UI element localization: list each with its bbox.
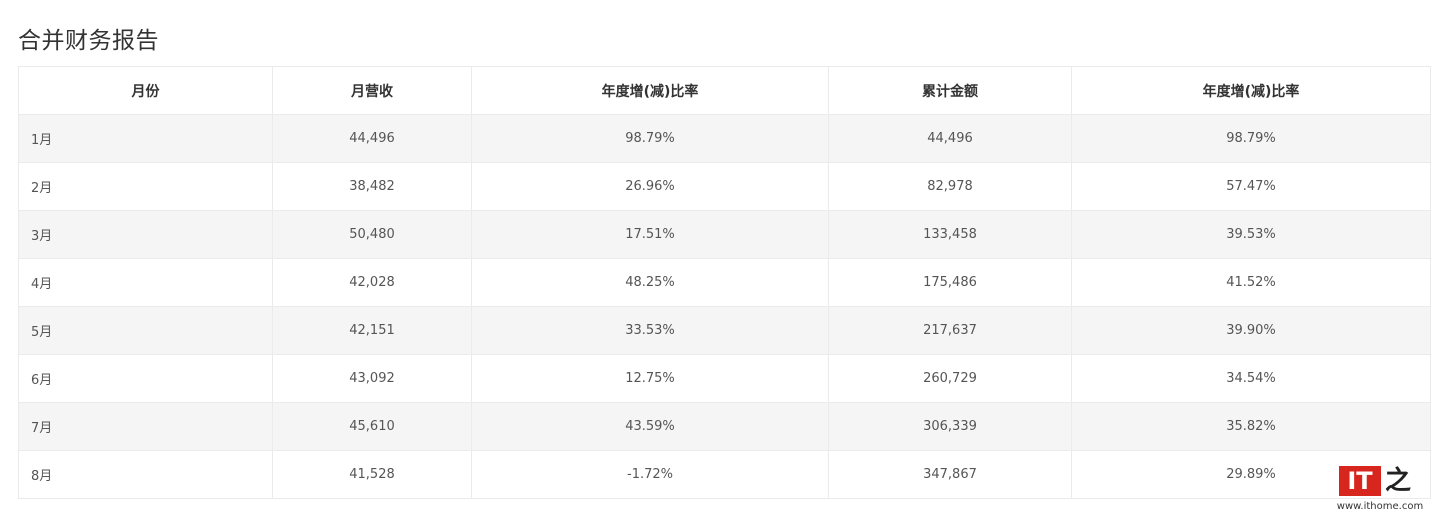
ithome-logo-char: 之: [1385, 466, 1412, 496]
cumulative-yoy-change-rate-cell: 35.82%: [1071, 402, 1431, 451]
table-row: 5月 42,151 33.53% 217,637 39.90%: [18, 306, 1431, 355]
cumulative-yoy-change-rate-cell: 34.54%: [1071, 354, 1431, 403]
monthly-revenue-cell: 41,528: [272, 450, 472, 499]
monthly-revenue-cell: 50,480: [272, 210, 472, 259]
table-row: 4月 42,028 48.25% 175,486 41.52%: [18, 258, 1431, 307]
month-cell: 1月: [18, 114, 273, 163]
month-cell: 2月: [18, 162, 273, 211]
yoy-change-rate-cell: 33.53%: [471, 306, 829, 355]
financial-report-table: 月份 月营收 年度增(减)比率 累计金额 年度增(减)比率 1月 44,496 …: [18, 66, 1431, 499]
header-yoy-change-rate: 年度增(减)比率: [471, 66, 829, 115]
month-cell: 7月: [18, 402, 273, 451]
table-header-row: 月份 月营收 年度增(减)比率 累计金额 年度增(减)比率: [18, 66, 1431, 115]
cumulative-amount-cell: 260,729: [828, 354, 1072, 403]
ithome-watermark: IT 之 www.ithome.com: [1336, 463, 1424, 515]
monthly-revenue-cell: 38,482: [272, 162, 472, 211]
cumulative-amount-cell: 133,458: [828, 210, 1072, 259]
monthly-revenue-cell: 42,028: [272, 258, 472, 307]
header-month: 月份: [18, 66, 273, 115]
table-row: 2月 38,482 26.96% 82,978 57.47%: [18, 162, 1431, 211]
month-cell: 6月: [18, 354, 273, 403]
yoy-change-rate-cell: 17.51%: [471, 210, 829, 259]
cumulative-yoy-change-rate-cell: 39.90%: [1071, 306, 1431, 355]
yoy-change-rate-cell: -1.72%: [471, 450, 829, 499]
ithome-logo-it: IT: [1339, 466, 1381, 496]
yoy-change-rate-cell: 98.79%: [471, 114, 829, 163]
watermark-url: www.ithome.com: [1336, 501, 1424, 512]
yoy-change-rate-cell: 43.59%: [471, 402, 829, 451]
cumulative-yoy-change-rate-cell: 98.79%: [1071, 114, 1431, 163]
header-monthly-revenue: 月营收: [272, 66, 472, 115]
month-cell: 3月: [18, 210, 273, 259]
table-row: 8月 41,528 -1.72% 347,867 29.89%: [18, 450, 1431, 499]
month-cell: 4月: [18, 258, 273, 307]
month-cell: 5月: [18, 306, 273, 355]
header-cumulative-yoy-change-rate: 年度增(减)比率: [1071, 66, 1431, 115]
cumulative-amount-cell: 44,496: [828, 114, 1072, 163]
table-row: 3月 50,480 17.51% 133,458 39.53%: [18, 210, 1431, 259]
cumulative-yoy-change-rate-cell: 39.53%: [1071, 210, 1431, 259]
table-row: 6月 43,092 12.75% 260,729 34.54%: [18, 354, 1431, 403]
cumulative-amount-cell: 82,978: [828, 162, 1072, 211]
monthly-revenue-cell: 43,092: [272, 354, 472, 403]
report-title: 合并财务报告: [18, 28, 159, 54]
cumulative-yoy-change-rate-cell: 41.52%: [1071, 258, 1431, 307]
monthly-revenue-cell: 42,151: [272, 306, 472, 355]
monthly-revenue-cell: 45,610: [272, 402, 472, 451]
cumulative-yoy-change-rate-cell: 57.47%: [1071, 162, 1431, 211]
table-row: 7月 45,610 43.59% 306,339 35.82%: [18, 402, 1431, 451]
yoy-change-rate-cell: 48.25%: [471, 258, 829, 307]
yoy-change-rate-cell: 26.96%: [471, 162, 829, 211]
table-row: 1月 44,496 98.79% 44,496 98.79%: [18, 114, 1431, 163]
cumulative-amount-cell: 175,486: [828, 258, 1072, 307]
yoy-change-rate-cell: 12.75%: [471, 354, 829, 403]
monthly-revenue-cell: 44,496: [272, 114, 472, 163]
cumulative-amount-cell: 347,867: [828, 450, 1072, 499]
cumulative-amount-cell: 306,339: [828, 402, 1072, 451]
cumulative-amount-cell: 217,637: [828, 306, 1072, 355]
month-cell: 8月: [18, 450, 273, 499]
header-cumulative-amount: 累计金额: [828, 66, 1072, 115]
ithome-logo: IT 之: [1339, 466, 1411, 496]
